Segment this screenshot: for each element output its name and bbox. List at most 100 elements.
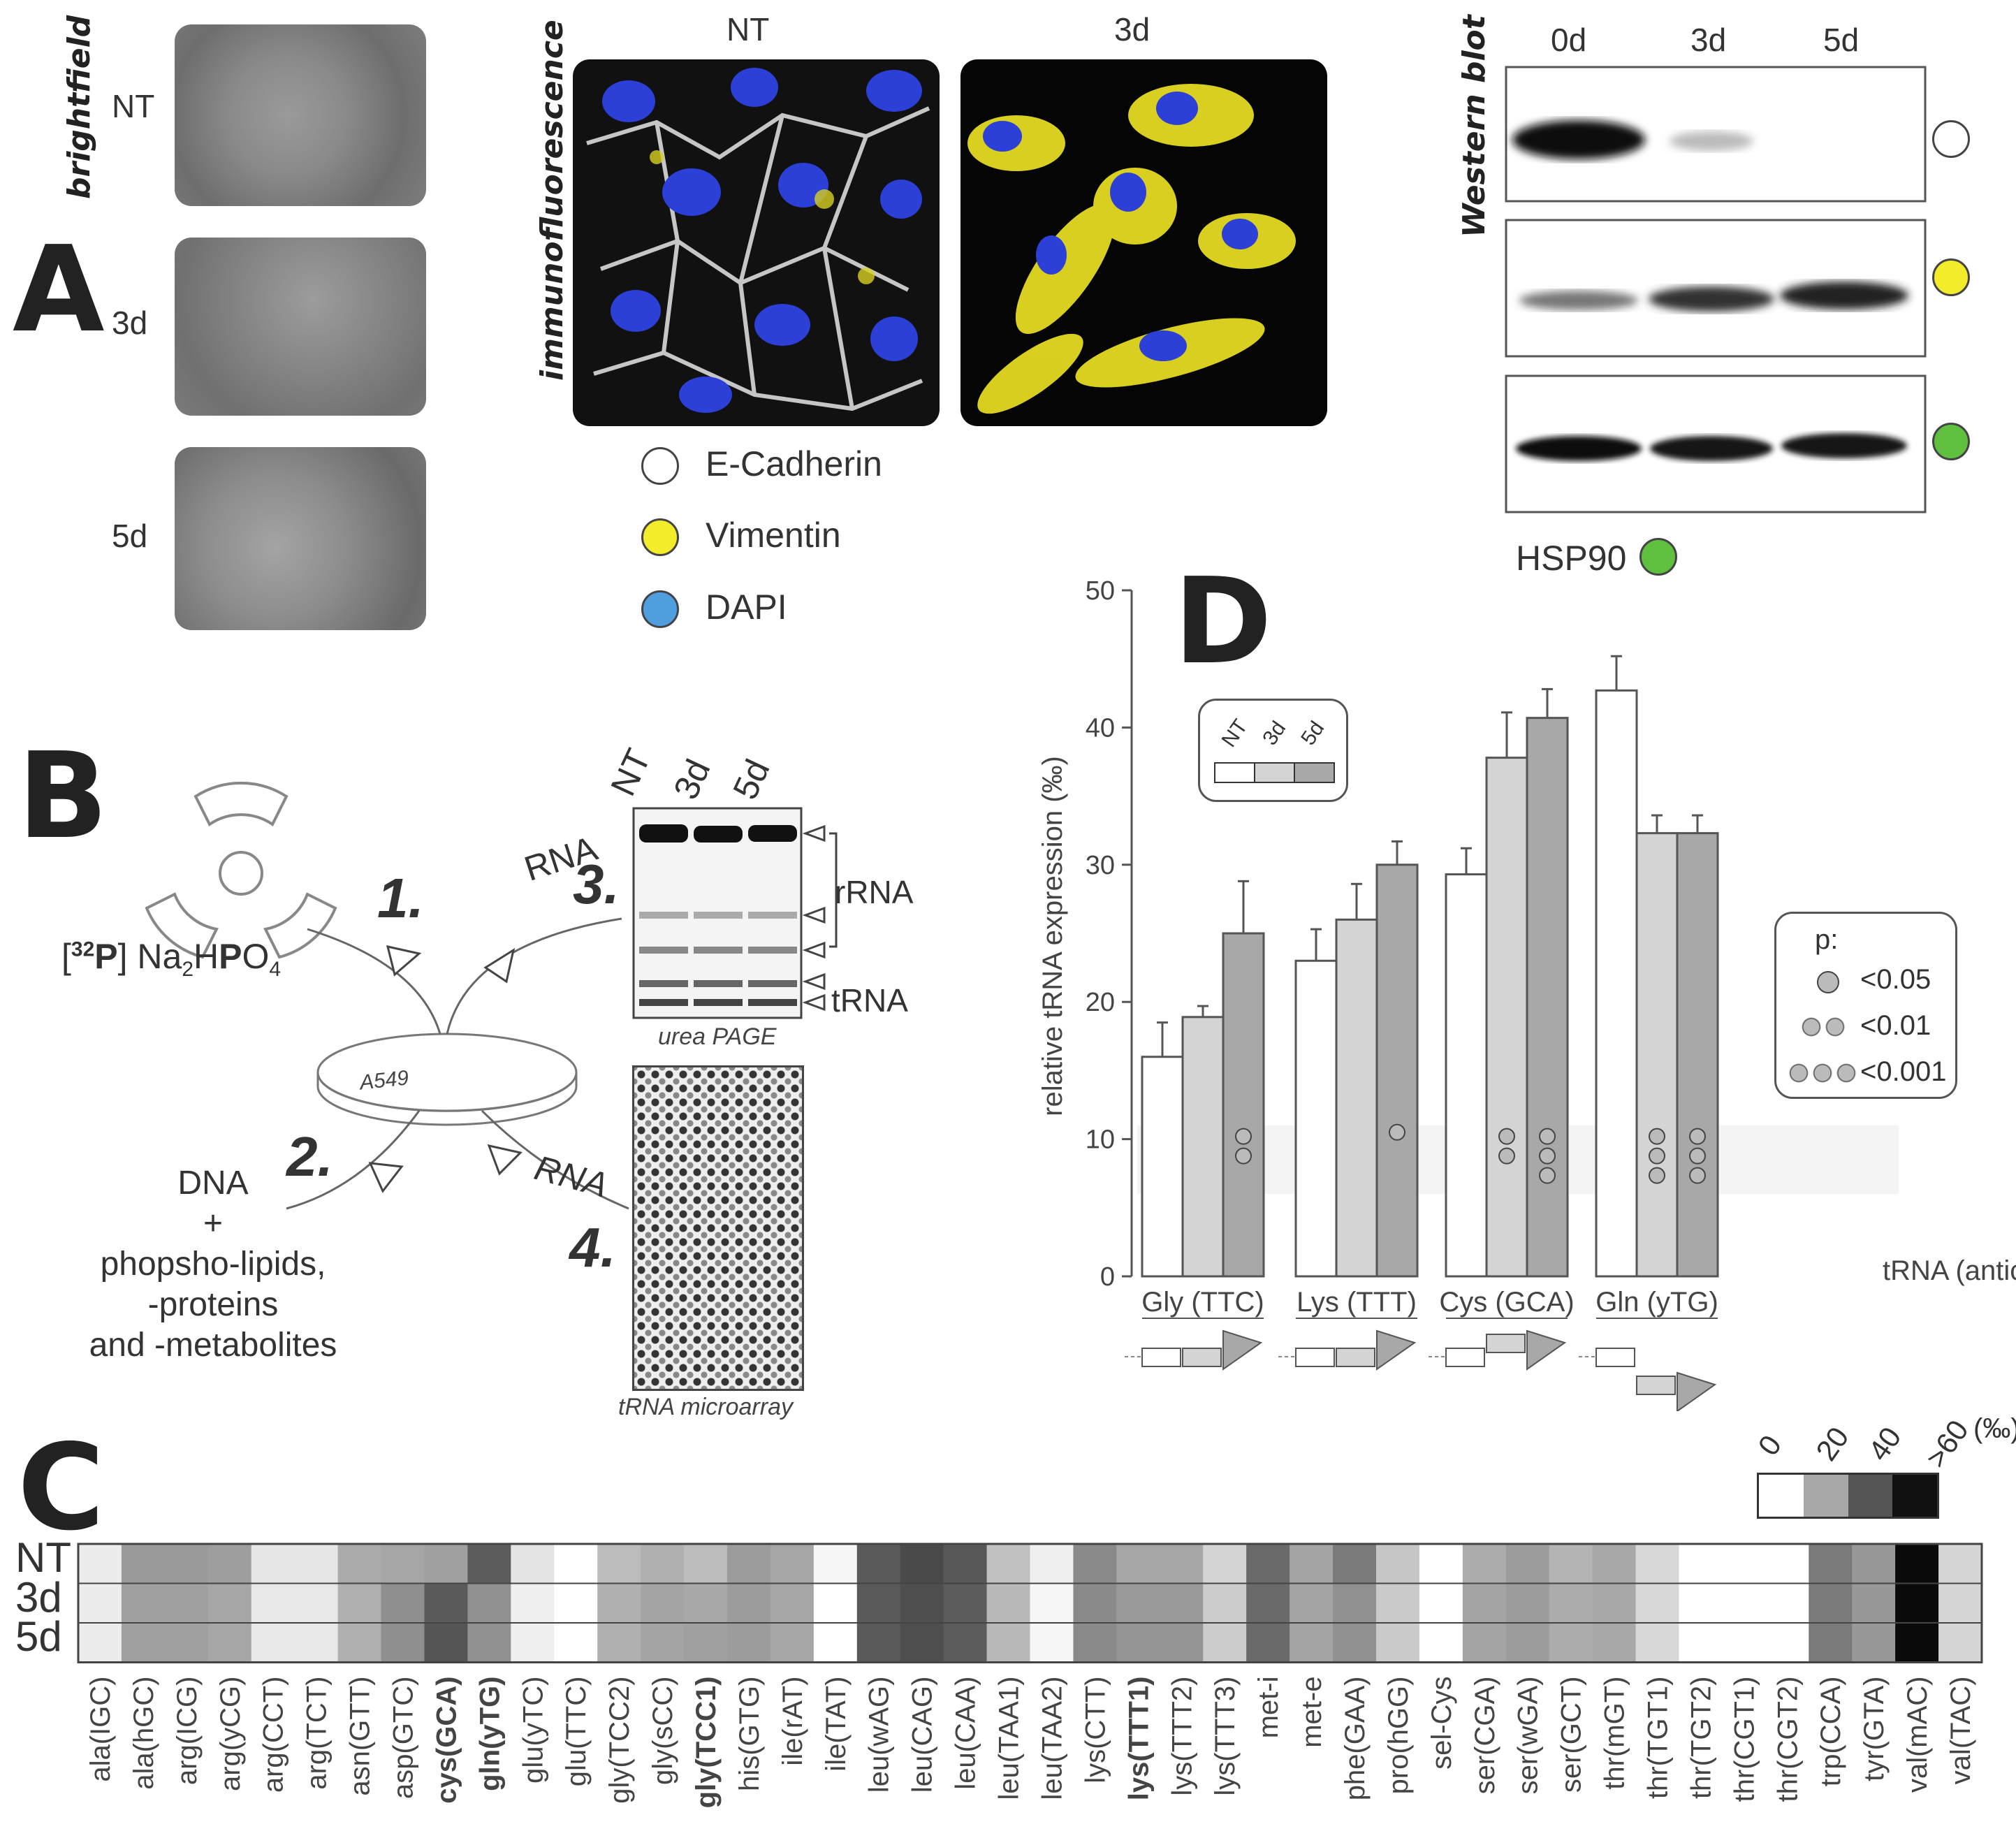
if-nt-cells [586, 68, 930, 413]
significance-circle [1498, 1128, 1515, 1145]
heatmap-cell [1809, 1623, 1853, 1663]
p-legend-item-1: <0.05 [1860, 964, 1931, 995]
heatmap-cell [597, 1544, 641, 1584]
bar [1445, 873, 1488, 1278]
iso-p1: P [94, 937, 118, 976]
significance-circle [1539, 1147, 1556, 1165]
scale-tick-0: 0 [1751, 1429, 1788, 1461]
heatmap-cell [1073, 1544, 1117, 1584]
trna-heatmap: ala(IGC) ala(hGC) arg(ICG) arg(yCG) arg(CCT)… [77, 1543, 1983, 1808]
heatmap-cell [554, 1583, 598, 1623]
schematic-arrow [1376, 1329, 1417, 1371]
heatmap-cell [424, 1583, 468, 1623]
heatmap-cell [1549, 1623, 1593, 1663]
heatmap-cell [986, 1544, 1030, 1584]
heatmap-col-label: phe(GAA) [1340, 1677, 1371, 1801]
heatmap-cell [900, 1623, 944, 1663]
heatmap-col-label: thr(TGT2) [1686, 1677, 1716, 1800]
significance-circle [1689, 1128, 1706, 1145]
heatmap-cell [467, 1544, 511, 1584]
significance-circle [1689, 1167, 1706, 1184]
heatmap-cell [78, 1583, 122, 1623]
iso-sup: 32 [71, 938, 95, 961]
heatmap-cell [1765, 1583, 1809, 1623]
bar [1222, 932, 1265, 1278]
bar-legend-swatch-nt [1214, 762, 1255, 783]
heatmap-cell [251, 1623, 295, 1663]
heatmap-cell [1895, 1623, 1939, 1663]
heatmap-cell [1722, 1544, 1766, 1584]
heatmap-cell [337, 1544, 382, 1584]
heatmap-col-label: lys(TTT3) [1210, 1677, 1241, 1796]
panel-b-schematic [145, 781, 629, 1210]
heatmap-col-label: val(TAC) [1945, 1677, 1976, 1785]
heatmap-cell [1895, 1583, 1939, 1623]
heatmap-cell [813, 1583, 858, 1623]
heatmap-cell [1938, 1544, 1982, 1584]
heatmap-cell [943, 1583, 988, 1623]
heatmap-col-label: ser(GCT) [1556, 1677, 1587, 1793]
heatmap-col-label: leu(TAA2) [1037, 1677, 1067, 1800]
heatmap-cell [943, 1623, 988, 1663]
p-legend-dots-2 [1802, 1017, 1845, 1037]
immunofluorescence-title: immunofluorescence [534, 20, 570, 381]
brightfield-image-5d [175, 447, 426, 630]
heatmap-col-label: thr(TGT1) [1643, 1677, 1674, 1800]
bar [1595, 689, 1638, 1278]
schematic-arrow [1526, 1329, 1567, 1371]
heatmap-cell [1116, 1623, 1160, 1663]
heatmap-cell [1895, 1544, 1939, 1584]
heatmap-col-label: gly(sCC) [648, 1677, 678, 1786]
heatmap-col-label: leu(CAG) [907, 1677, 938, 1793]
heatmap-cell [1549, 1583, 1593, 1623]
heatmap-cell [641, 1623, 685, 1663]
y-tick-label: 30 [1086, 851, 1115, 880]
western-blot-title: Western blot [1456, 15, 1492, 238]
hsp90-legend-dot [1639, 538, 1677, 576]
bar [1485, 757, 1528, 1278]
heatmap-cell [121, 1623, 166, 1663]
heatmap-cell [684, 1623, 728, 1663]
gel-rrna-label: rRNA [835, 874, 914, 910]
heatmap-cell [1290, 1544, 1334, 1584]
heatmap-cell [1852, 1583, 1896, 1623]
bf-row-3d-label: 3d [112, 305, 148, 341]
heatmap-cell [1419, 1544, 1463, 1584]
heatmap-cell [78, 1544, 122, 1584]
p-legend-item-2: <0.01 [1860, 1010, 1931, 1041]
significance-circle [1235, 1147, 1252, 1165]
heatmap-cell [1160, 1583, 1204, 1623]
dish-label: A549 [358, 1066, 410, 1095]
iso-sub1: 2 [182, 958, 194, 981]
x-axis-label: tRNA (anticodon) [1883, 1255, 2016, 1286]
bar-legend-5d: 5d [1296, 717, 1329, 750]
heatmap-cell [1938, 1623, 1982, 1663]
heatmap-cell [337, 1623, 382, 1663]
wb-hsp90-marker [1932, 423, 1970, 460]
heatmap-col-label: arg(yCG) [215, 1677, 246, 1791]
heatmap-cell [511, 1544, 555, 1584]
heatmap-cell [381, 1623, 425, 1663]
heatmap-cell [1679, 1623, 1723, 1663]
dna-line-2: + [203, 1205, 224, 1242]
panel-d-letter: D [1174, 553, 1273, 691]
heatmap-cell [1160, 1623, 1204, 1663]
heatmap-col-label: leu(TAA1) [994, 1677, 1025, 1800]
if-col-3d-label: 3d [1114, 11, 1151, 48]
heatmap-col-label: pro(hGG) [1383, 1677, 1414, 1795]
heatmap-row-5d: 5d [15, 1613, 62, 1660]
gel-trna-label: tRNA [831, 982, 908, 1019]
heatmap-cell [1073, 1623, 1117, 1663]
heatmap-row-nt: NT [15, 1534, 71, 1581]
heatmap-cell [900, 1544, 944, 1584]
schematic-box [1295, 1348, 1335, 1367]
y-tick-label: 40 [1086, 713, 1115, 743]
heatmap-col-label: ser(wGA) [1513, 1677, 1544, 1795]
heatmap-cell [294, 1623, 339, 1663]
heatmap-cell [597, 1583, 641, 1623]
isotope-formula: [32P] Na2HPO4 [61, 936, 281, 982]
heatmap-cell [1505, 1623, 1550, 1663]
significance-circle [1649, 1167, 1665, 1184]
heatmap-col-label: cys(GCA) [431, 1677, 462, 1804]
scale-swatch-0 [1759, 1475, 1804, 1517]
